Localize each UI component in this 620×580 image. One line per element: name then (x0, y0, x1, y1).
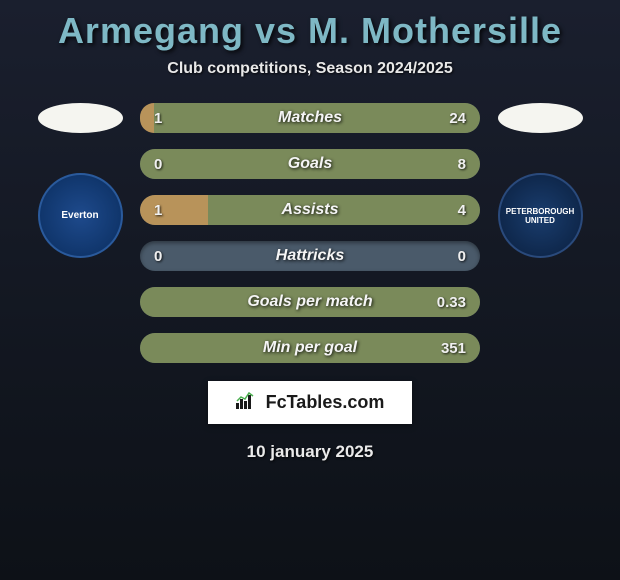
stat-value-right: 0.33 (437, 294, 466, 311)
stat-label: Matches (278, 109, 342, 127)
team-name-left: Everton (61, 210, 98, 221)
stat-fill-left (140, 195, 208, 225)
stat-value-left: 1 (154, 110, 162, 127)
subtitle: Club competitions, Season 2024/2025 (167, 60, 452, 78)
stat-value-right: 24 (449, 110, 466, 127)
right-column: PETERBOROUGH UNITED (490, 103, 590, 258)
stat-label: Min per goal (263, 339, 357, 357)
team-badge-right[interactable]: PETERBOROUGH UNITED (498, 173, 583, 258)
stat-label: Goals (288, 155, 332, 173)
page-title: Armegang vs M. Mothersille (58, 10, 562, 52)
stat-bar: 1 24 Matches (140, 103, 480, 133)
stat-bar: 0.33 Goals per match (140, 287, 480, 317)
stat-value-right: 0 (458, 248, 466, 265)
stat-label: Goals per match (247, 293, 372, 311)
date-text: 10 january 2025 (247, 442, 374, 462)
team-name-right: PETERBOROUGH UNITED (505, 207, 576, 225)
stat-value-right: 4 (458, 202, 466, 219)
stat-label: Hattricks (276, 247, 344, 265)
stat-value-left: 0 (154, 248, 162, 265)
player-silhouette-left (38, 103, 123, 133)
stat-value-left: 1 (154, 202, 162, 219)
fctables-logo-icon (236, 391, 258, 414)
stat-bar: 351 Min per goal (140, 333, 480, 363)
comparison-container: Armegang vs M. Mothersille Club competit… (0, 0, 620, 472)
content-row: Everton 1 24 Matches 0 8 Goals 1 4 Assists 0 0 Hatt… (0, 103, 620, 363)
stats-column: 1 24 Matches 0 8 Goals 1 4 Assists 0 0 Hattricks 0.3… (140, 103, 480, 363)
team-badge-left[interactable]: Everton (38, 173, 123, 258)
footer-brand-text: FcTables.com (266, 392, 385, 413)
stat-bar: 0 0 Hattricks (140, 241, 480, 271)
stat-value-left: 0 (154, 156, 162, 173)
player-silhouette-right (498, 103, 583, 133)
stat-bar: 0 8 Goals (140, 149, 480, 179)
stat-bar: 1 4 Assists (140, 195, 480, 225)
stat-fill-left (140, 103, 154, 133)
stat-value-right: 8 (458, 156, 466, 173)
footer-badge[interactable]: FcTables.com (208, 381, 413, 424)
left-column: Everton (30, 103, 130, 258)
stat-value-right: 351 (441, 340, 466, 357)
stat-fill-right (208, 195, 480, 225)
stat-label: Assists (282, 201, 339, 219)
